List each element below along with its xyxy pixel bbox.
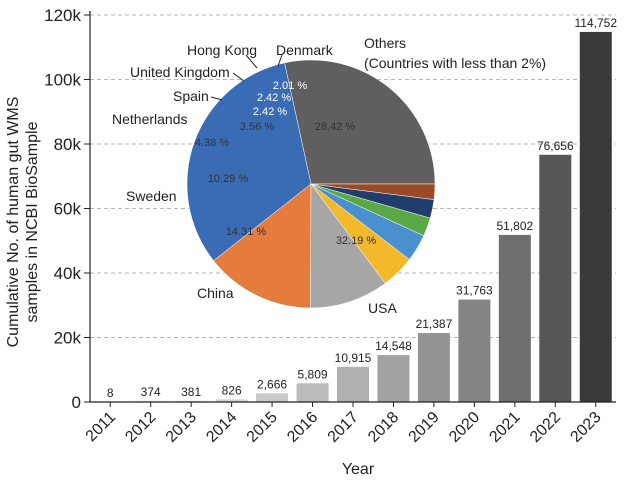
bar-value-label: 114,752: [575, 16, 618, 30]
bar-value-label: 76,656: [537, 139, 574, 153]
bar-value-label: 381: [181, 385, 201, 399]
y-tick-label: 80k: [54, 135, 82, 154]
pie-leader-line: [210, 96, 223, 101]
pie-slice-name: USA: [368, 300, 397, 316]
x-tick-label: 2018: [365, 409, 402, 446]
bar-value-label: 21,387: [416, 317, 453, 331]
bar-value-label: 374: [141, 385, 161, 399]
x-tick-label: 2015: [244, 409, 281, 446]
pie-slice-name: Netherlands: [112, 111, 188, 127]
bar-value-label: 826: [222, 383, 242, 397]
pie-slice-name: Hong Kong: [187, 42, 257, 58]
bar-value-label: 5,809: [298, 367, 328, 381]
x-tick-label: 2012: [122, 409, 159, 446]
y-axis-title: Cumulative No. of human gut WMS samples …: [5, 97, 41, 348]
bar-value-label: 14,548: [375, 339, 412, 353]
pie-leader-line: [277, 54, 283, 67]
x-tick-label: 2020: [446, 409, 483, 446]
bar-2012: [134, 400, 167, 402]
pie-percent-label: 3.56 %: [240, 121, 274, 133]
x-tick-labels: 2011 2012 2013 2014 2015 2016 2017 2018 2019 2020…: [83, 402, 605, 446]
pie-leader-line: [245, 54, 258, 69]
pie-percent-label: 32.19 %: [336, 235, 377, 247]
pie-leader-line: [232, 72, 245, 82]
pie-percent-label: 10.29 %: [208, 173, 249, 185]
bar-2016: [296, 383, 329, 402]
bar-2021: [498, 234, 531, 402]
pie-slice-usa: [186, 62, 312, 262]
pie-percent-label: 28.42 %: [315, 121, 356, 133]
x-tick-label: 2019: [406, 409, 443, 446]
pie-slice-name: China: [197, 285, 234, 301]
x-tick-label: 2023: [567, 409, 604, 446]
x-tick-label: 2016: [284, 409, 321, 446]
pie-slice-name: United Kingdom: [130, 64, 230, 80]
x-tick-label: 2013: [163, 409, 200, 446]
x-axis-title: Year: [342, 461, 375, 478]
bar-series: [94, 31, 612, 403]
bar-value-label: 2,666: [257, 377, 287, 391]
pie-slice-name: Others: [364, 35, 406, 51]
pie-slice-others: [284, 59, 436, 185]
bar-value-label: 51,802: [496, 219, 533, 233]
x-tick-label: 2017: [325, 409, 362, 446]
bar-2018: [377, 355, 410, 402]
pie-slice-china: [213, 183, 312, 309]
pie-slice-sublabel: (Countries with less than 2%): [364, 55, 546, 71]
pie-chart: 28.42 % Others (Countries with less than 2…: [112, 35, 546, 316]
pie-slice-name: Denmark: [276, 42, 334, 58]
pie-percent-label: 4.38 %: [195, 137, 229, 149]
bar-2015: [256, 393, 289, 402]
bar-2013: [175, 400, 208, 402]
bar-2023: [579, 31, 612, 402]
bar-2020: [458, 299, 491, 402]
pie-percent-label: 14.31 %: [226, 226, 267, 238]
y-tick-labels: 0 20k 40k 60k 80k 100k 120k: [44, 6, 90, 412]
bar-value-label: 10,915: [335, 351, 372, 365]
y-tick-label: 100k: [44, 71, 81, 90]
y-tick-label: 120k: [44, 6, 81, 25]
x-tick-label: 2014: [203, 409, 240, 446]
bar-value-label: 8: [107, 386, 114, 400]
bar-2022: [539, 154, 572, 402]
bar-value-label: 31,763: [456, 284, 493, 298]
pie-slice-sweden: [310, 183, 386, 309]
pie-slice-name: Sweden: [126, 188, 177, 204]
y-tick-label: 0: [72, 393, 81, 412]
bar-2014: [215, 399, 248, 402]
pie-percent-label: 2.01 %: [273, 80, 307, 92]
y-tick-label: 40k: [54, 264, 82, 283]
pie-percent-label: 2.42 %: [257, 92, 291, 104]
pie-percent-label: 2.42 %: [253, 106, 287, 118]
x-tick-label: 2022: [527, 409, 564, 446]
bar-2017: [337, 366, 369, 402]
y-axis-title-line-1: Cumulative No. of human gut WMS: [5, 97, 22, 348]
y-tick-label: 20k: [54, 329, 82, 348]
pie-slice-denmark: [310, 183, 436, 200]
bar-2019: [417, 333, 450, 402]
x-tick-label: 2011: [83, 409, 119, 445]
y-tick-label: 60k: [54, 200, 82, 219]
pie-slice-name: Spain: [173, 88, 209, 104]
y-axis-title-line-2: samples in NCBI BioSample: [24, 121, 41, 322]
x-tick-label: 2021: [486, 409, 523, 446]
